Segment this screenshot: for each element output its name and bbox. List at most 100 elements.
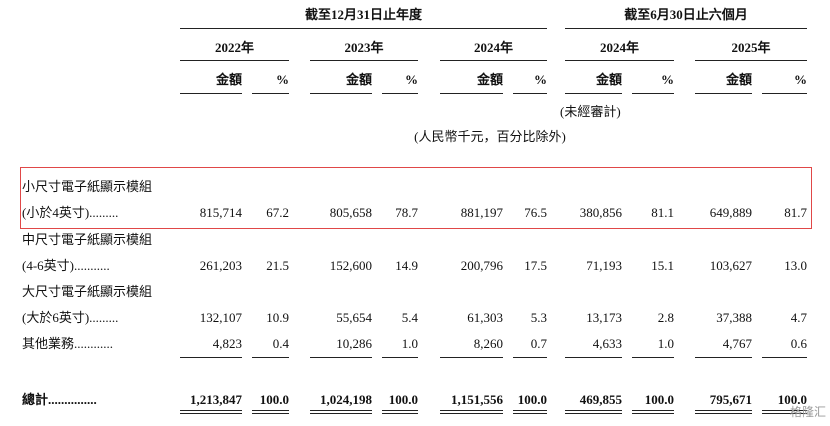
amount-header: 金額 xyxy=(215,72,242,87)
rule xyxy=(565,93,622,94)
rule xyxy=(382,357,418,358)
rule xyxy=(310,410,372,411)
amount-cell: 261,203 xyxy=(199,258,242,273)
percent-cell: 0.4 xyxy=(272,336,289,351)
amount-cell: 1,213,847 xyxy=(190,392,242,407)
amount-cell: 13,173 xyxy=(586,310,622,325)
amount-cell: 649,889 xyxy=(709,205,752,220)
rule xyxy=(565,413,622,414)
rule xyxy=(632,413,674,414)
amount-cell: 132,107 xyxy=(199,310,242,325)
percent-cell: 15.1 xyxy=(651,258,674,273)
rule xyxy=(440,357,503,358)
percent-cell: 1.0 xyxy=(657,336,674,351)
amount-cell: 55,654 xyxy=(336,310,372,325)
percent-cell: 0.7 xyxy=(530,336,547,351)
unaudited-note: (未經審計) xyxy=(560,104,621,119)
rule xyxy=(695,413,752,414)
percent-cell: 100.0 xyxy=(644,392,674,407)
percent-header: % xyxy=(661,72,674,87)
row-label: 大尺寸電子紙顯示模組 xyxy=(22,284,153,299)
percent-header: % xyxy=(276,72,289,87)
percent-cell: 100.0 xyxy=(388,392,418,407)
rule xyxy=(632,93,674,94)
highlight-box xyxy=(20,167,812,229)
watermark: 格隆汇 xyxy=(789,405,826,419)
period-header: 截至12月31日止年度 xyxy=(304,7,423,22)
rule xyxy=(762,93,807,94)
rule xyxy=(180,28,547,29)
amount-cell: 4,633 xyxy=(592,336,622,351)
amount-cell: 37,388 xyxy=(716,310,752,325)
amount-cell: 795,671 xyxy=(709,392,752,407)
percent-cell: 21.5 xyxy=(266,258,289,273)
rule xyxy=(762,410,807,411)
year-header: 2025年 xyxy=(731,40,771,55)
rule xyxy=(180,410,242,411)
year-header: 2022年 xyxy=(214,40,255,55)
rule xyxy=(565,60,674,61)
row-label: (4-6英寸)........... xyxy=(22,258,110,273)
year-header: 2023年 xyxy=(344,40,384,55)
rule xyxy=(252,357,289,358)
amount-header: 金額 xyxy=(595,72,622,87)
rule xyxy=(382,413,418,414)
rule xyxy=(632,357,674,358)
percent-cell: 5.3 xyxy=(530,310,547,325)
amount-cell: 1,151,556 xyxy=(451,392,503,407)
year-header: 2024年 xyxy=(599,40,640,55)
amount-cell: 380,856 xyxy=(579,205,622,220)
percent-cell: 5.4 xyxy=(401,310,418,325)
amount-header: 金額 xyxy=(725,72,752,87)
percent-cell: 2.8 xyxy=(657,310,674,325)
amount-cell: 805,658 xyxy=(329,205,372,220)
rule xyxy=(440,93,503,94)
rule xyxy=(695,357,752,358)
amount-cell: 4,823 xyxy=(212,336,242,351)
amount-cell: 8,260 xyxy=(473,336,503,351)
percent-cell: 13.0 xyxy=(784,258,807,273)
percent-cell: 67.2 xyxy=(266,205,289,220)
percent-cell: 4.7 xyxy=(790,310,807,325)
rule xyxy=(180,93,242,94)
rule xyxy=(440,60,547,61)
row-label: (大於6英寸)......... xyxy=(22,310,119,325)
period-header: 截至6月30日止六個月 xyxy=(624,7,748,22)
row-label: 中尺寸電子紙顯示模組 xyxy=(22,232,153,247)
rule xyxy=(180,60,289,61)
amount-cell: 469,855 xyxy=(579,392,622,407)
percent-cell: 100.0 xyxy=(517,392,547,407)
rule xyxy=(310,357,372,358)
rule xyxy=(252,410,289,411)
amount-cell: 881,197 xyxy=(460,205,503,220)
percent-header: % xyxy=(405,72,418,87)
amount-cell: 10,286 xyxy=(336,336,372,351)
amount-header: 金額 xyxy=(476,72,503,87)
rule xyxy=(310,60,418,61)
percent-cell: 81.1 xyxy=(651,205,674,220)
rule xyxy=(762,357,807,358)
row-label: 總計............... xyxy=(22,392,97,407)
percent-cell: 100.0 xyxy=(259,392,289,407)
amount-cell: 4,767 xyxy=(722,336,752,351)
rule xyxy=(382,93,418,94)
rule xyxy=(695,60,807,61)
amount-cell: 152,600 xyxy=(329,258,372,273)
rule xyxy=(310,93,372,94)
percent-cell: 81.7 xyxy=(784,205,807,220)
rule xyxy=(310,413,372,414)
rule xyxy=(252,93,289,94)
amount-cell: 200,796 xyxy=(460,258,503,273)
row-label: (小於4英寸)......... xyxy=(22,205,119,220)
unit-note: (人民幣千元，百分比除外) xyxy=(414,129,566,144)
rule xyxy=(565,28,807,29)
row-label: 小尺寸電子紙顯示模組 xyxy=(22,179,153,194)
percent-header: % xyxy=(534,72,547,87)
row-label: 其他業務............ xyxy=(22,336,114,351)
percent-header: % xyxy=(794,72,807,87)
rule xyxy=(695,410,752,411)
percent-cell: 78.7 xyxy=(395,205,418,220)
rule xyxy=(440,410,503,411)
rule xyxy=(513,357,547,358)
